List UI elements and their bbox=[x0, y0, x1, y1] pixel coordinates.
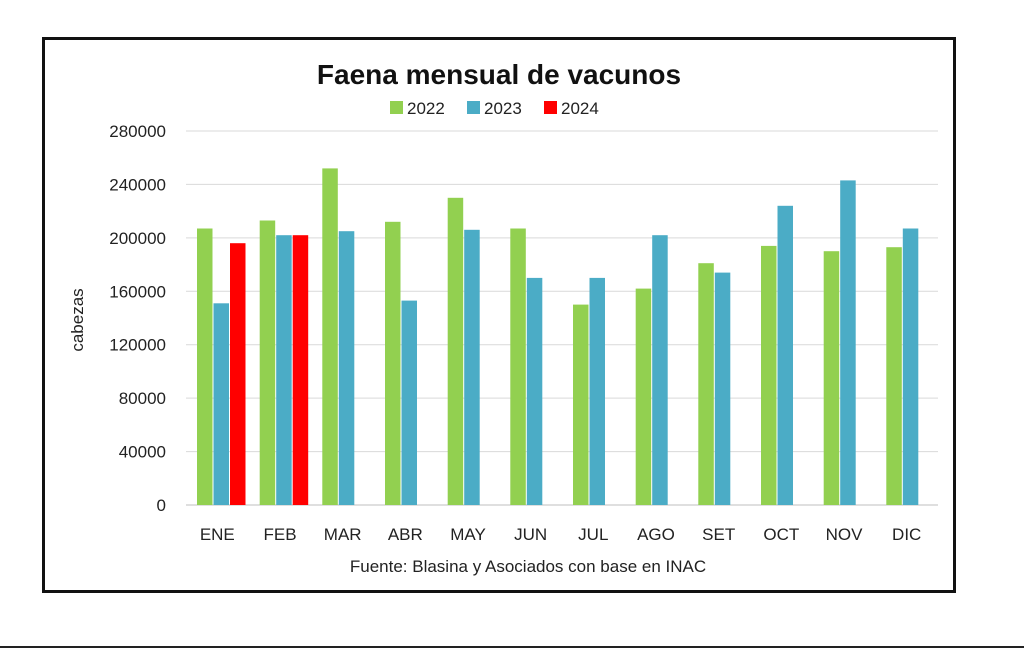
x-tick-label: OCT bbox=[763, 525, 799, 544]
x-tick-label: MAR bbox=[324, 525, 362, 544]
bar-2023-oct bbox=[777, 205, 793, 506]
bar-2022-oct bbox=[761, 245, 777, 505]
y-tick-label: 80000 bbox=[119, 389, 166, 408]
x-tick-label: SET bbox=[702, 525, 735, 544]
gridlines bbox=[186, 130, 938, 506]
bar-2022-mar bbox=[322, 168, 338, 505]
chart-title: Faena mensual de vacunos bbox=[317, 59, 681, 90]
chart-frame bbox=[42, 37, 956, 593]
y-tick-label: 200000 bbox=[109, 229, 166, 248]
bar-2022-set bbox=[698, 263, 714, 505]
source-note: Fuente: Blasina y Asociados con base en … bbox=[350, 557, 706, 576]
bar-2022-jun bbox=[510, 228, 526, 505]
bar-2022-nov bbox=[823, 251, 840, 505]
x-tick-label: ABR bbox=[388, 525, 423, 544]
legend: 2022 2023 2024 bbox=[390, 99, 599, 118]
x-tick-label: ENE bbox=[200, 525, 235, 544]
bar-2023-jun bbox=[526, 277, 543, 505]
bar-2022-feb bbox=[259, 220, 276, 505]
x-tick-label: AGO bbox=[637, 525, 675, 544]
bar-2023-jul bbox=[589, 277, 605, 505]
legend-swatch-2024 bbox=[544, 101, 557, 114]
bar-2022-may bbox=[447, 197, 464, 506]
legend-label: 2022 bbox=[407, 99, 445, 118]
bottom-divider bbox=[0, 646, 1024, 648]
bar-2022-ene bbox=[197, 228, 213, 505]
y-tick-label: 280000 bbox=[109, 122, 166, 141]
x-tick-label: JUN bbox=[514, 525, 547, 544]
y-tick-label: 120000 bbox=[109, 336, 166, 355]
x-axis-ticks: ENE FEB MAR ABR MAY JUN JUL AGO SET OCT NOV DIC bbox=[200, 525, 922, 544]
bar-2023-abr bbox=[401, 300, 417, 505]
y-tick-label: 0 bbox=[157, 496, 166, 515]
bar-2023-dic bbox=[902, 228, 919, 505]
x-tick-label: FEB bbox=[263, 525, 296, 544]
bar-2022-dic bbox=[886, 247, 902, 505]
bar-2023-ago bbox=[652, 235, 668, 505]
x-tick-label: DIC bbox=[892, 525, 921, 544]
bar-2023-set bbox=[714, 272, 731, 505]
legend-label: 2023 bbox=[484, 99, 522, 118]
bar-2022-abr bbox=[385, 221, 401, 506]
x-tick-label: MAY bbox=[450, 525, 486, 544]
bar-2023-feb bbox=[276, 235, 292, 505]
bar-2022-ago bbox=[635, 288, 652, 505]
bar-2022-jul bbox=[573, 304, 589, 505]
bar-2023-nov bbox=[840, 180, 856, 505]
y-tick-label: 160000 bbox=[109, 282, 166, 301]
x-tick-label: NOV bbox=[826, 525, 864, 544]
legend-swatch-2023 bbox=[467, 101, 480, 114]
y-axis-title: cabezas bbox=[68, 288, 87, 351]
legend-swatch-2022 bbox=[390, 101, 403, 114]
y-tick-label: 40000 bbox=[119, 443, 166, 462]
y-tick-label: 240000 bbox=[109, 175, 166, 194]
legend-label: 2024 bbox=[561, 99, 599, 118]
bar-2023-may bbox=[464, 229, 480, 506]
bar-2024-ene bbox=[230, 243, 246, 505]
bars bbox=[197, 168, 919, 506]
bar-2023-mar bbox=[338, 231, 355, 505]
y-axis-ticks: 0 40000 80000 120000 160000 200000 240000 28000… bbox=[109, 122, 166, 515]
bar-2024-feb bbox=[292, 235, 309, 505]
bar-2023-ene bbox=[213, 303, 229, 505]
x-tick-label: JUL bbox=[578, 525, 608, 544]
